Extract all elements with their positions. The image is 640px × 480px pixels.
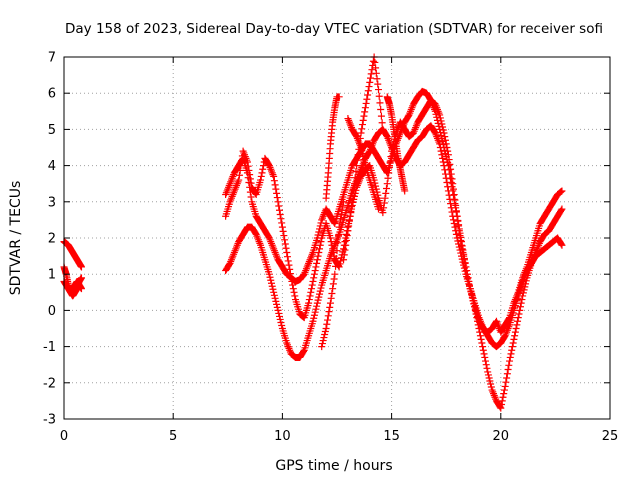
y-tick-label: -3 <box>43 413 56 428</box>
y-tick-label: 7 <box>48 51 56 66</box>
y-tick-label: 5 <box>48 123 56 138</box>
chart-title: Day 158 of 2023, Sidereal Day-to-day VTE… <box>65 21 603 37</box>
y-tick-label: 2 <box>48 232 56 247</box>
x-tick-label: 0 <box>60 429 68 444</box>
x-tick-label: 10 <box>274 429 291 444</box>
y-tick-label: 3 <box>48 195 56 210</box>
y-tick-label: 4 <box>48 159 56 174</box>
series-t10 <box>383 93 409 195</box>
series-t6 <box>222 122 566 361</box>
y-tick-label: 6 <box>48 87 56 102</box>
y-tick-label: 0 <box>48 304 56 319</box>
data-point-markers <box>344 115 382 213</box>
y-axis-label: SDTVAR / TECUs <box>8 181 24 296</box>
data-points <box>60 53 566 412</box>
series-t9 <box>322 93 343 202</box>
x-tick-label: 25 <box>602 429 619 444</box>
x-tick-label: 20 <box>493 429 510 444</box>
x-axis-label: GPS time / hours <box>275 458 392 474</box>
data-point-markers <box>383 93 409 195</box>
x-tick-label: 5 <box>169 429 177 444</box>
series-t11 <box>344 115 382 213</box>
ticks: 0 5 10 15 20 25 -3 -2 -1 0 1 2 3 4 5 6 7 <box>43 51 618 445</box>
x-tick-label: 15 <box>383 429 400 444</box>
y-tick-label: -1 <box>43 340 56 355</box>
series-t8 <box>318 198 348 351</box>
series-t5 <box>222 96 566 412</box>
y-tick-label: 1 <box>48 268 56 283</box>
data-point-markers <box>222 122 566 361</box>
data-point-markers <box>318 198 348 351</box>
data-point-markers <box>322 93 343 202</box>
y-tick-label: -2 <box>43 376 56 391</box>
data-point-markers <box>222 96 566 412</box>
